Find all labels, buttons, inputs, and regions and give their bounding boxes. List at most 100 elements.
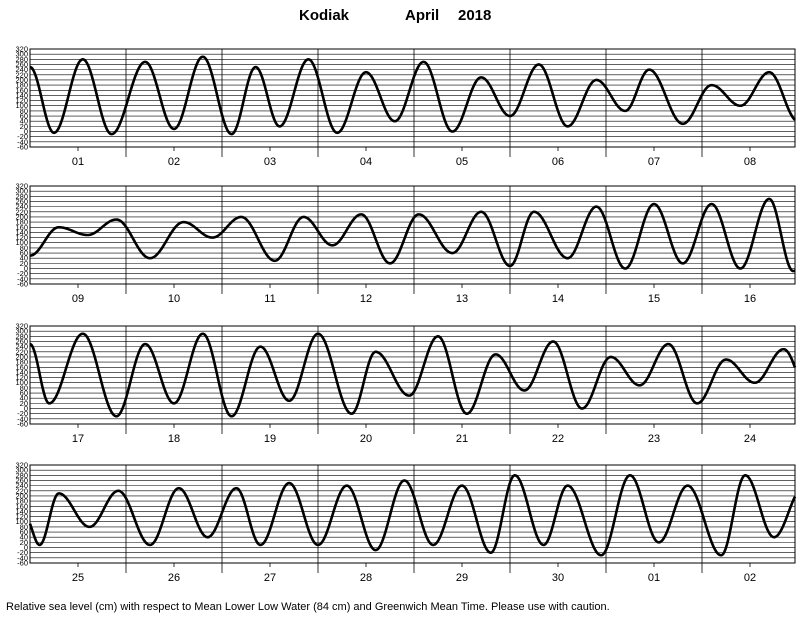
y-tick-label: 240 [15, 342, 28, 351]
day-label: 06 [552, 156, 564, 168]
title-year: 2018 [458, 7, 492, 24]
panel-3: 3203002802602402202001801601401201008060… [15, 322, 797, 445]
day-label: 01 [648, 572, 660, 584]
day-label: 08 [744, 156, 756, 168]
y-tick-label: 260 [15, 337, 28, 346]
y-tick-label: 160 [15, 502, 28, 511]
day-label: 13 [456, 293, 468, 305]
y-tick-label: 180 [15, 218, 28, 227]
y-tick-label: -40 [17, 553, 28, 562]
day-label: 28 [360, 572, 372, 584]
chart-caption: Relative sea level (cm) with respect to … [6, 601, 610, 613]
y-tick-label: -60 [17, 280, 28, 289]
y-tick-label: -20 [17, 548, 28, 557]
plot-frame [29, 48, 796, 148]
y-tick-label: 60 [20, 112, 28, 121]
y-tick-label: 180 [15, 497, 28, 506]
day-label: 24 [744, 433, 756, 445]
day-label: 05 [456, 156, 468, 168]
y-tick-label: -60 [17, 143, 28, 152]
plot-frame [29, 185, 796, 285]
y-tick-label: 320 [15, 182, 28, 191]
y-tick-label: 220 [15, 70, 28, 79]
y-tick-label: 180 [15, 81, 28, 90]
tide-curve [29, 332, 797, 418]
y-tick-label: -40 [17, 137, 28, 146]
title-month: April [405, 7, 440, 24]
day-label: 26 [168, 572, 180, 584]
y-tick-label: 20 [20, 259, 28, 268]
y-tick-label: -20 [17, 269, 28, 278]
plot-frame [29, 325, 796, 425]
y-tick-label: 0 [24, 264, 28, 273]
day-label: 12 [360, 293, 372, 305]
day-label: 10 [168, 293, 180, 305]
title-station: Kodiak [299, 7, 350, 24]
y-tick-label: 300 [15, 466, 28, 475]
y-tick-label: 260 [15, 197, 28, 206]
chart-title: Kodiak April 2018 [0, 7, 800, 27]
y-tick-label: 60 [20, 389, 28, 398]
day-label: 15 [648, 293, 660, 305]
y-tick-label: 140 [15, 91, 28, 100]
y-tick-label: 60 [20, 528, 28, 537]
day-label: 19 [264, 433, 276, 445]
day-label: 20 [360, 433, 372, 445]
y-tick-label: -20 [17, 132, 28, 141]
day-label: 09 [72, 293, 84, 305]
y-tick-label: 220 [15, 486, 28, 495]
y-tick-label: 320 [15, 45, 28, 54]
day-label: 17 [72, 433, 84, 445]
y-tick-label: -20 [17, 409, 28, 418]
y-tick-label: 240 [15, 65, 28, 74]
y-tick-label: 320 [15, 322, 28, 331]
day-label: 02 [168, 156, 180, 168]
y-tick-label: 20 [20, 399, 28, 408]
day-label: 23 [648, 433, 660, 445]
panel-4: 3203002802602402202001801601401201008060… [15, 461, 797, 584]
y-tick-label: 180 [15, 358, 28, 367]
y-tick-label: 200 [15, 491, 28, 500]
day-label: 11 [264, 293, 275, 305]
y-tick-label: 20 [20, 122, 28, 131]
y-tick-label: 260 [15, 60, 28, 69]
y-tick-label: 0 [24, 404, 28, 413]
y-tick-label: 160 [15, 363, 28, 372]
y-tick-label: 280 [15, 332, 28, 341]
y-tick-label: 160 [15, 86, 28, 95]
y-tick-label: 140 [15, 368, 28, 377]
y-tick-label: 100 [15, 101, 28, 110]
y-tick-label: 120 [15, 233, 28, 242]
panel-2: 3203002802602402202001801601401201008060… [15, 182, 796, 305]
y-tick-label: 100 [15, 378, 28, 387]
day-label: 21 [456, 433, 468, 445]
y-tick-label: 40 [20, 117, 28, 126]
day-label: 22 [552, 433, 564, 445]
y-tick-label: 140 [15, 228, 28, 237]
y-tick-label: 80 [20, 106, 28, 115]
y-tick-label: 160 [15, 223, 28, 232]
day-label: 16 [744, 293, 756, 305]
y-tick-label: 280 [15, 55, 28, 64]
y-tick-label: 120 [15, 512, 28, 521]
y-tick-label: 80 [20, 522, 28, 531]
y-tick-label: 240 [15, 202, 28, 211]
day-label: 01 [72, 156, 84, 168]
day-label: 04 [360, 156, 372, 168]
y-tick-label: 140 [15, 507, 28, 516]
y-tick-label: 40 [20, 533, 28, 542]
y-tick-label: 80 [20, 383, 28, 392]
y-tick-label: 300 [15, 327, 28, 336]
tide-curve [29, 55, 796, 136]
panel-1: 3203002802602402202001801601401201008060… [15, 45, 796, 168]
y-tick-label: 100 [15, 238, 28, 247]
y-tick-label: 200 [15, 352, 28, 361]
y-tick-label: 120 [15, 96, 28, 105]
day-label: 27 [264, 572, 276, 584]
y-tick-label: 80 [20, 243, 28, 252]
y-tick-label: -60 [17, 420, 28, 429]
y-tick-label: 100 [15, 517, 28, 526]
y-tick-label: 280 [15, 192, 28, 201]
y-tick-label: 40 [20, 254, 28, 263]
